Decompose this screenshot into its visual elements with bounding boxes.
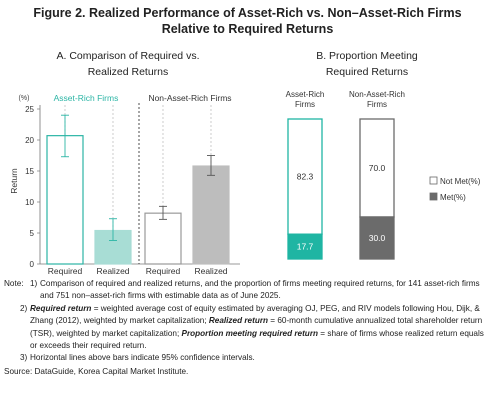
note-2-text: Required return = weighted average cost … (30, 303, 492, 353)
category-label: Asset-Rich (286, 90, 325, 99)
note-3-number: 3) (20, 353, 28, 363)
x-tick-label: Realized (194, 266, 227, 276)
y-axis-label: Return (9, 168, 19, 194)
category-label: Firms (367, 100, 387, 109)
panel-b-title-line1: B. Proportion Meeting (316, 50, 418, 62)
note-1: Note: 1) Comparison of required and real… (4, 278, 492, 303)
value-label-met: 30.0 (369, 233, 386, 243)
y-tick-label: 10 (25, 198, 34, 207)
panel-b-title-line2: Required Returns (326, 66, 408, 78)
legend-label-met: Met(%) (440, 193, 466, 202)
figure-title-line1: Figure 2. Realized Performance of Asset-… (33, 6, 462, 20)
x-tick-label: Realized (96, 266, 129, 276)
note-1-number: 1) (30, 279, 38, 288)
group-label-asset-rich: Asset-Rich Firms (54, 93, 119, 103)
y-tick-label: 15 (25, 167, 34, 176)
bar-met (359, 216, 395, 260)
y-tick-label: 0 (30, 260, 35, 269)
y-tick-label: 20 (25, 136, 34, 145)
legend-swatch-met (429, 192, 438, 201)
figure-title: Figure 2. Realized Performance of Asset-… (0, 5, 495, 37)
note-2-term-realized: Realized return (208, 316, 269, 326)
legend-swatch-not-met (429, 176, 438, 185)
note-prefix: Note: (4, 279, 24, 288)
figure-title-line2: Relative to Required Returns (161, 22, 334, 36)
note-3-text: Horizontal lines above bars indicate 95%… (30, 353, 255, 363)
x-tick-label: Required (146, 266, 181, 276)
y-tick-label: 25 (25, 105, 34, 114)
panel-b-plot: Asset-RichFirms82.317.7Non-Asset-RichFir… (286, 90, 481, 260)
y-tick-label: 5 (30, 229, 35, 238)
note-2-term-required: Required return (30, 303, 92, 313)
note-2-def-realized: = 60-month cumulative annualized total s… (30, 316, 483, 338)
value-label-not-met: 82.3 (297, 172, 314, 182)
panel-a-title-line2: Realized Returns (88, 66, 169, 78)
note-2-number: 2) (20, 303, 28, 313)
bar-realized (192, 165, 230, 265)
note-2: 2) Required return = weighted average co… (4, 303, 492, 353)
panel-a-plot: 0 5 10 15 20 25 Required Realized Required Realiz… (25, 103, 240, 276)
category-label: Firms (295, 100, 315, 109)
group-label-non-asset-rich: Non-Asset-Rich Firms (148, 93, 231, 103)
bar-met (287, 233, 323, 260)
note-2-def-proportion: = share of firms whose realized return e… (30, 328, 484, 351)
value-label-not-met: 70.0 (369, 163, 386, 173)
panel-a-title-line1: A. Comparison of Required vs. (57, 50, 200, 62)
charts-canvas: A. Comparison of Required vs. Realized R… (9, 50, 481, 276)
note-3: 3) Horizontal lines above bars indicate … (4, 352, 492, 364)
x-tick-label: Required (48, 266, 83, 276)
note-2-term-proportion: Proportion meeting required return (181, 328, 319, 338)
source-line: Source: DataGuide, Korea Capital Market … (4, 366, 189, 376)
legend-label-not-met: Not Met(%) (440, 177, 481, 186)
bar-required (144, 212, 182, 265)
note-2-def-required: = weighted average cost of equity estima… (30, 303, 480, 326)
y-unit-label: (%) (19, 95, 30, 102)
value-label-met: 17.7 (297, 242, 314, 252)
notes-section: Note: 1) Comparison of required and real… (4, 278, 492, 378)
category-label: Non-Asset-Rich (349, 90, 405, 99)
note-1-text: Comparison of required and realized retu… (40, 279, 480, 301)
